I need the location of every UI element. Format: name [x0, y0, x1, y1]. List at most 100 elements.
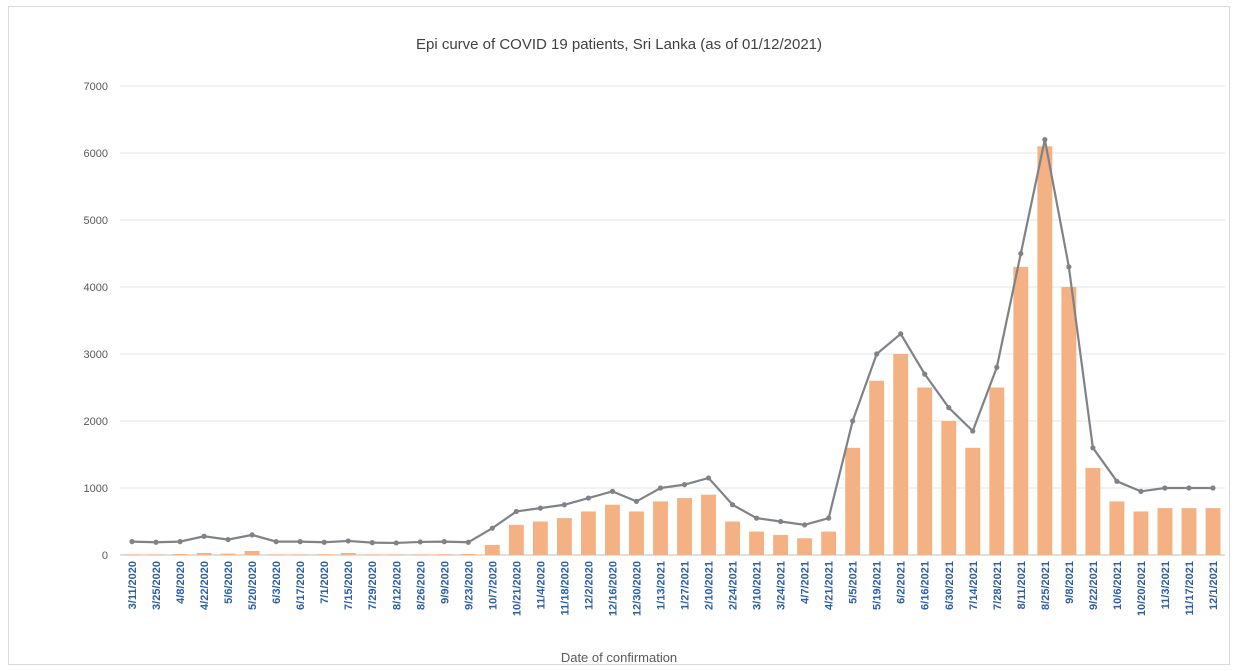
x-tick-label: 4/8/2020 [175, 561, 187, 604]
x-tick-label: 3/11/2020 [127, 561, 139, 609]
x-tick-label: 7/15/2020 [343, 561, 355, 610]
bar [701, 494, 716, 555]
y-tick-label: 0 [102, 550, 108, 562]
marker-point [345, 538, 351, 544]
y-tick-label: 6000 [84, 148, 108, 160]
bar [917, 387, 933, 555]
marker-point [129, 539, 135, 545]
bar [941, 421, 957, 555]
x-tick-label: 5/6/2020 [223, 561, 235, 604]
x-tick-label: 5/20/2020 [247, 561, 259, 610]
bar [124, 554, 140, 555]
bar [508, 524, 524, 555]
x-tick-label: 7/1/2020 [319, 561, 331, 604]
marker-point [753, 515, 760, 521]
bar [773, 534, 789, 555]
x-tick-label: 12/2/2020 [583, 561, 595, 610]
bar [989, 387, 1005, 555]
x-tick-label: 3/25/2020 [151, 561, 163, 610]
marker-point [297, 539, 303, 545]
x-tick-label: 2/10/2021 [704, 561, 716, 610]
marker-point [994, 364, 1000, 370]
marker-trend-line [131, 139, 1213, 545]
bar [869, 380, 885, 555]
marker-point [489, 525, 495, 531]
bar [484, 544, 500, 555]
marker-point [273, 539, 279, 545]
marker-point [874, 351, 880, 357]
marker-point [201, 533, 207, 539]
chart-title: Epi curve of COVID 19 patients, Sri Lank… [415, 36, 823, 53]
x-tick-label: 2/24/2021 [728, 561, 740, 610]
marker-point [465, 539, 471, 545]
bar [436, 554, 452, 555]
bar [1181, 508, 1197, 555]
marker-point [802, 522, 808, 528]
bar [893, 354, 909, 555]
x-tick-label: 12/30/2020 [631, 561, 643, 616]
x-tick-label: 10/7/2020 [487, 561, 499, 610]
marker-point [321, 539, 327, 545]
x-tick-label: 6/2/2021 [896, 561, 908, 604]
x-tick-label: 6/16/2021 [920, 561, 932, 610]
marker-point [898, 331, 904, 337]
marker-point [1090, 445, 1096, 451]
x-tick-label: 7/28/2021 [992, 561, 1004, 610]
marker-point [561, 502, 568, 508]
bar [556, 518, 572, 555]
x-tick-label: 7/14/2021 [968, 561, 980, 610]
y-tick-label: 1000 [84, 483, 108, 495]
marker-point [585, 495, 592, 501]
bar [1061, 287, 1077, 555]
x-tick-label: 10/21/2020 [511, 561, 523, 616]
x-tick-label: 3/24/2021 [776, 561, 788, 610]
x-tick-label: 7/29/2020 [367, 561, 379, 610]
bar [220, 553, 236, 555]
x-tick-label: 11/18/2020 [559, 561, 571, 615]
marker-point [1138, 488, 1144, 494]
bar [821, 531, 837, 555]
bar [1013, 266, 1029, 555]
marker-point [441, 539, 447, 545]
x-tick-label: 11/4/2020 [535, 561, 547, 609]
bar [1085, 467, 1101, 555]
marker-point [922, 371, 928, 377]
y-tick-label: 5000 [84, 215, 108, 227]
marker-point [369, 540, 375, 546]
marker-point [537, 505, 543, 511]
bar [412, 554, 428, 555]
marker-point [657, 485, 664, 491]
marker-point [225, 536, 231, 543]
bar [460, 553, 476, 555]
marker-point [850, 418, 856, 424]
bar [725, 521, 741, 555]
x-tick-label: 11/17/2021 [1184, 561, 1196, 615]
bar [316, 554, 332, 555]
marker-point [681, 482, 688, 488]
bar [965, 447, 981, 555]
x-tick-label: 10/6/2021 [1112, 561, 1124, 610]
marker-point [177, 539, 183, 545]
marker-point [777, 518, 784, 525]
marker-point [1042, 137, 1048, 143]
x-tick-label: 5/19/2021 [872, 561, 884, 610]
bar [340, 552, 356, 555]
x-tick-label: 12/16/2020 [607, 561, 619, 616]
bar [653, 501, 668, 555]
marker-point [1186, 485, 1192, 491]
bar [388, 554, 404, 555]
x-tick-label: 8/26/2020 [415, 561, 427, 610]
x-tick-label: 5/5/2021 [848, 561, 860, 604]
x-tick-label: 6/17/2020 [295, 561, 307, 610]
x-tick-label: 4/22/2020 [199, 561, 211, 610]
bar [148, 554, 164, 555]
marker-point [1162, 485, 1168, 491]
x-tick-label: 8/25/2021 [1040, 561, 1052, 610]
bar [604, 504, 620, 555]
y-tick-label: 2000 [84, 416, 108, 428]
bar [244, 550, 260, 555]
bar [629, 511, 644, 555]
y-tick-label: 4000 [84, 282, 108, 294]
bar [1157, 508, 1173, 555]
